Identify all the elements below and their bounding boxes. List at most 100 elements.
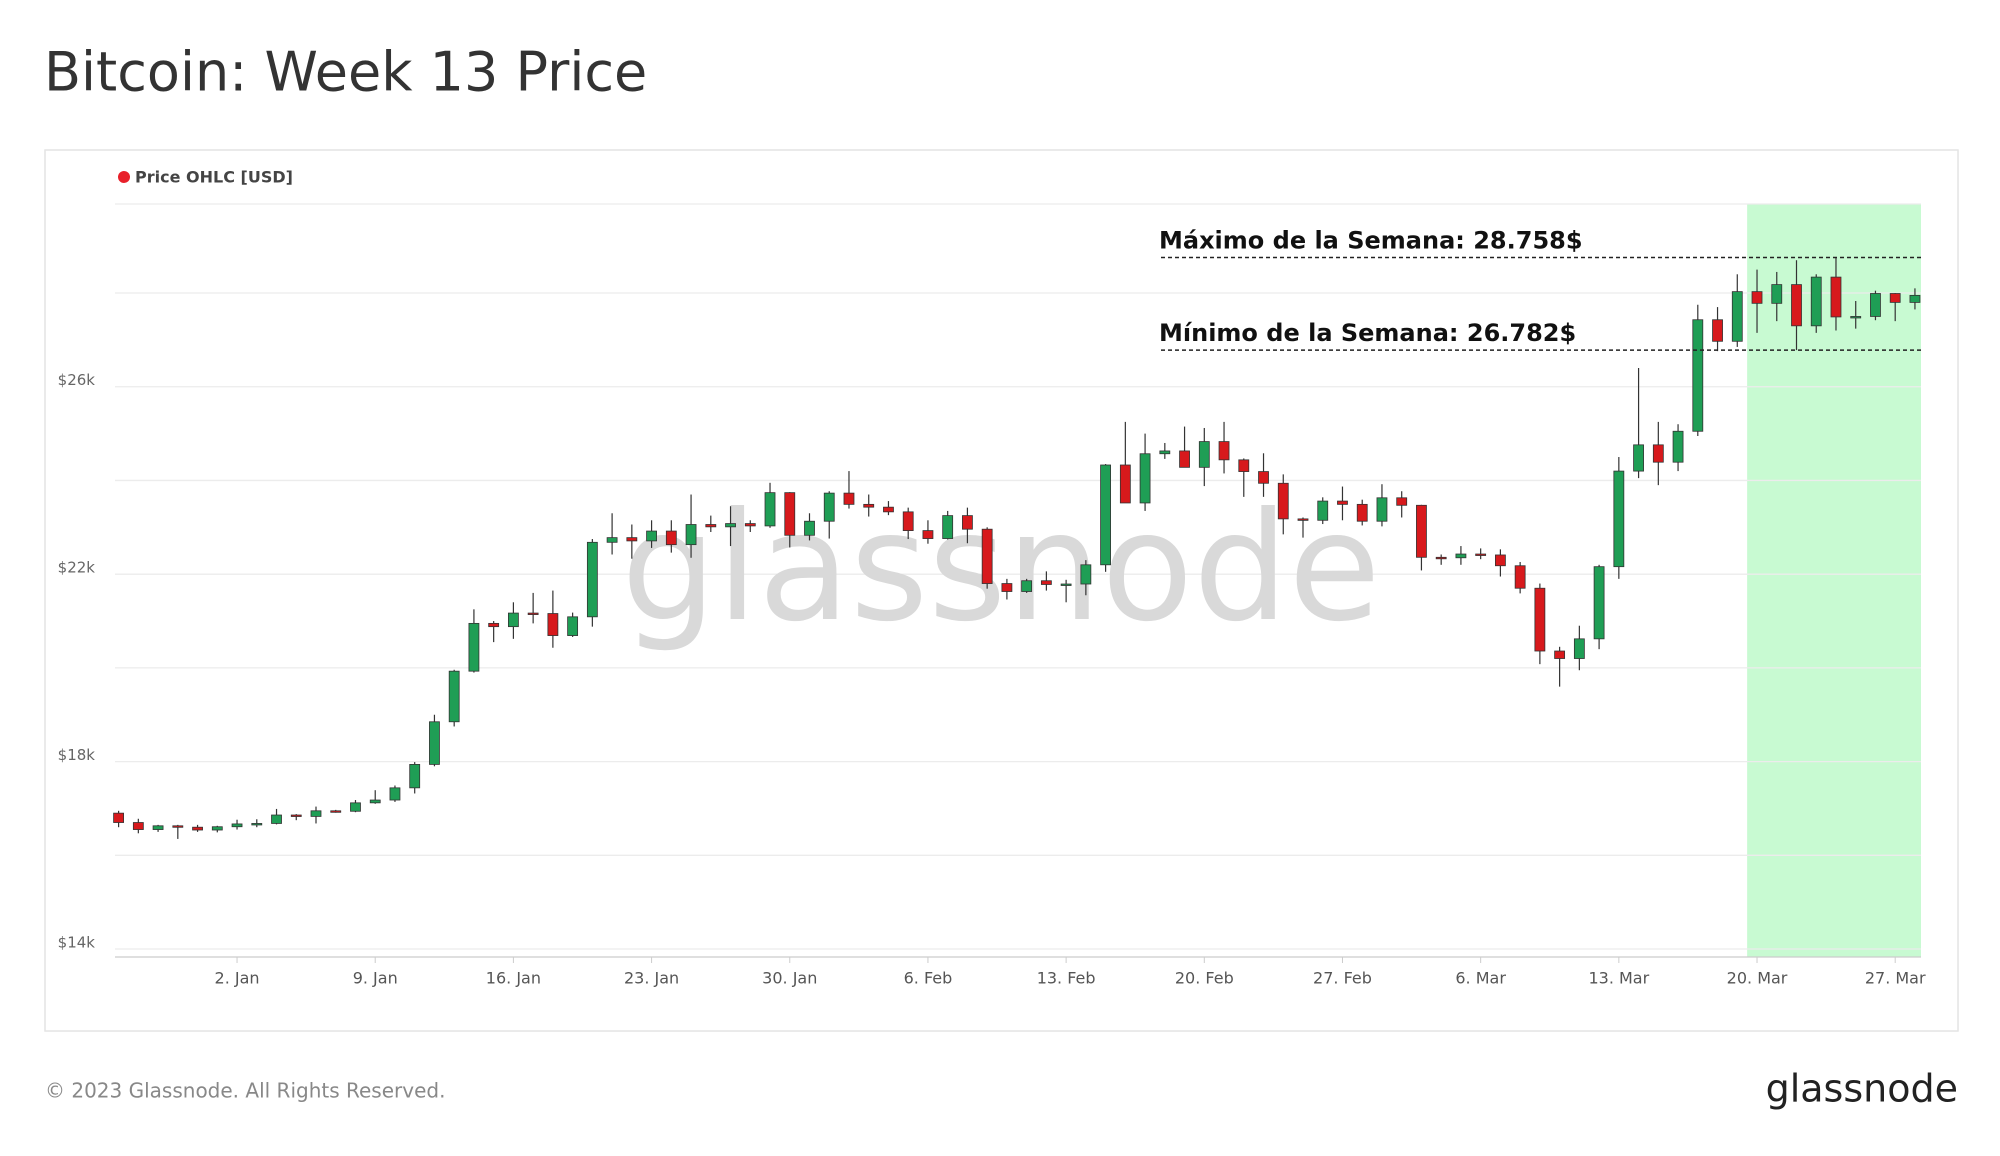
candle-body	[409, 764, 421, 789]
candle-body	[606, 537, 618, 543]
annotation-label: Máximo de la Semana: 28.758$	[1159, 227, 1583, 255]
candle-body	[1337, 500, 1348, 505]
candle-body	[646, 530, 657, 542]
y-tick-label: $26k	[58, 371, 96, 389]
candle-body	[152, 825, 164, 830]
copyright: © 2023 Glassnode. All Rights Reserved.	[45, 1079, 445, 1103]
candle-body	[1179, 450, 1190, 468]
candle-body	[1277, 482, 1289, 520]
candle-body	[507, 612, 519, 628]
candle-body	[744, 523, 756, 527]
y-tick-label: $22k	[58, 559, 96, 577]
candle-body	[1080, 564, 1092, 585]
candle-body	[290, 814, 302, 817]
candle-body	[883, 506, 894, 513]
candle-body	[804, 520, 815, 536]
x-tick-label: 13. Mar	[1588, 969, 1649, 988]
candle-body	[1791, 284, 1802, 327]
candle-body	[1870, 293, 1881, 317]
candle-body	[1712, 319, 1723, 342]
candle-body	[1751, 291, 1763, 304]
candle-body	[251, 823, 263, 826]
candle-body	[1771, 284, 1783, 304]
candle-body	[1593, 566, 1605, 640]
x-tick-label: 27. Mar	[1865, 969, 1926, 988]
candle-body	[132, 822, 144, 830]
legend-label: Price OHLC [USD]	[135, 168, 293, 187]
candle-body	[1573, 638, 1585, 659]
candle-body	[1100, 464, 1111, 566]
x-tick-label: 20. Mar	[1727, 969, 1788, 988]
candle-body	[1139, 453, 1151, 504]
candle-body	[764, 492, 776, 527]
candle-body	[113, 812, 124, 823]
x-tick-label: 27. Feb	[1313, 969, 1372, 988]
candle-body	[626, 537, 638, 542]
candle-body	[1495, 554, 1506, 567]
chart-title: Bitcoin: Week 13 Price	[44, 41, 647, 104]
candle-body	[1238, 459, 1250, 472]
candle-body	[1850, 316, 1862, 319]
candle-body	[172, 825, 184, 828]
candle-body	[1672, 430, 1684, 463]
candle-body	[1909, 294, 1921, 303]
candle-body	[962, 515, 973, 530]
candle-body	[902, 511, 914, 531]
candle-body	[1830, 276, 1842, 318]
candle-body	[468, 622, 480, 672]
candle-body	[1060, 583, 1072, 586]
candle-body	[231, 823, 243, 828]
candle-body	[843, 492, 855, 505]
candle-body	[823, 492, 835, 522]
candle-body	[1040, 580, 1052, 585]
candle-body	[1435, 556, 1447, 560]
candle-body	[784, 492, 796, 536]
brand-logo: glassnode	[1766, 1067, 1958, 1111]
x-tick-label: 13. Feb	[1037, 969, 1096, 988]
x-tick-label: 16. Jan	[486, 969, 541, 988]
candle-body	[1356, 503, 1368, 522]
annotation-label: Mínimo de la Semana: 26.782$	[1159, 319, 1576, 347]
candle-body	[665, 530, 677, 546]
y-tick-label: $18k	[58, 746, 96, 764]
candle-body	[942, 515, 954, 539]
candle-body	[1198, 441, 1210, 468]
candle-body	[1396, 497, 1408, 506]
week-highlight	[1747, 204, 1921, 957]
candle-body	[1652, 444, 1664, 463]
plot-area: $14k $18k $22k $26k 2. Jan 9. Jan 16. Jan 23. J…	[58, 203, 1926, 988]
candle-body	[863, 503, 875, 508]
candle-body	[1021, 580, 1033, 592]
candle-body	[1119, 464, 1131, 504]
candle-body	[1297, 518, 1309, 521]
candle-body	[1455, 553, 1467, 559]
candle-body	[389, 787, 401, 801]
candle-body	[488, 622, 500, 628]
watermark: glassnode	[621, 481, 1380, 655]
candle-body	[547, 613, 559, 636]
candle-body	[429, 721, 440, 765]
candle-body	[922, 530, 934, 539]
candle-body	[685, 524, 697, 546]
legend-marker	[118, 171, 130, 183]
candle-body	[1810, 276, 1822, 327]
candle-body	[1258, 471, 1269, 484]
candle-body	[586, 541, 598, 618]
y-tick-label: $14k	[58, 934, 96, 952]
candle-body	[1218, 441, 1230, 461]
candle-body	[1416, 504, 1427, 558]
x-tick-label: 2. Jan	[215, 969, 260, 988]
candle-body	[211, 826, 223, 831]
candle-body	[1731, 291, 1743, 342]
candle-body	[705, 524, 717, 528]
candle-body	[192, 826, 203, 831]
chart-frame	[44, 149, 1959, 1032]
candle-body	[350, 802, 361, 812]
candle-body	[310, 810, 322, 817]
x-tick-label: 23. Jan	[624, 969, 679, 988]
x-tick-label: 20. Feb	[1175, 969, 1234, 988]
candle-body	[369, 799, 381, 804]
candle-body	[1317, 500, 1329, 521]
